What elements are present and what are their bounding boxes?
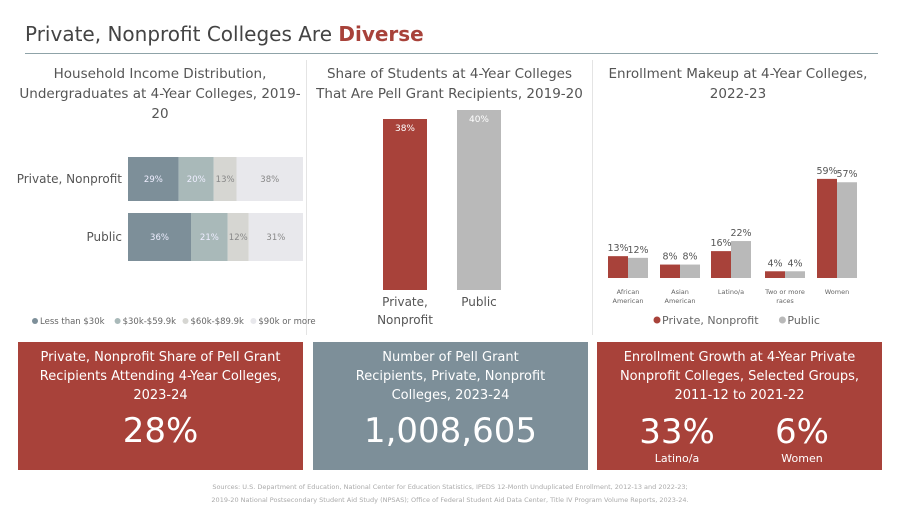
data-label: 20% <box>187 175 206 185</box>
legend-label: $30k-$59.9k <box>123 317 177 327</box>
data-label: 22% <box>730 228 751 239</box>
bar-segment <box>128 213 191 261</box>
box-heading: Number of Pell Grant Recipients, Private… <box>355 350 546 403</box>
data-label: 12% <box>627 245 648 256</box>
data-label: 38% <box>395 124 415 134</box>
pell-share-box: Private, Nonprofit Share of Pell Grant R… <box>18 342 303 470</box>
stat-women: 6% Women <box>752 412 852 465</box>
enrollment-growth-box: Enrollment Growth at 4-Year Private Nonp… <box>597 342 882 470</box>
bar-segment <box>191 213 228 261</box>
stat-label: Women <box>781 452 823 465</box>
box-heading: Enrollment Growth at 4-Year Private Nonp… <box>619 350 860 403</box>
data-label: 40% <box>469 115 489 125</box>
chart2-title: Share of Students at 4-Year Colleges Tha… <box>316 66 583 102</box>
title-rule <box>25 53 878 54</box>
chart3-title: Enrollment Makeup at 4-Year Colleges, 20… <box>608 66 868 102</box>
bar <box>628 257 648 278</box>
data-label: 21% <box>200 233 219 243</box>
category-label: Private, <box>382 295 428 309</box>
legend-marker <box>32 318 38 324</box>
category-label: Public <box>461 295 497 309</box>
box-value: 1,008,605 <box>363 411 538 451</box>
bar-segment <box>248 213 303 261</box>
bar-segment <box>213 157 237 201</box>
pell-count-box: Number of Pell Grant Recipients, Private… <box>313 342 588 470</box>
bar-segment <box>236 157 303 201</box>
legend-label: $90k or more <box>258 317 315 327</box>
income-chart: Private, Nonprofit 29% 20% 13% 38% Public 36% 2… <box>17 110 858 327</box>
bar <box>837 182 857 278</box>
data-label: 59% <box>816 166 837 177</box>
data-label: 36% <box>150 233 169 243</box>
data-label: 57% <box>836 169 857 180</box>
data-label: 13% <box>607 243 628 254</box>
category-label: American <box>613 297 644 305</box>
stat-value: 6% <box>775 412 829 452</box>
bar <box>383 119 427 290</box>
legend-label: Public <box>787 314 820 327</box>
category-label: Two or more <box>764 288 805 296</box>
page-title: Private, Nonprofit Colleges Are Diverse <box>25 22 424 46</box>
bar <box>765 271 785 278</box>
box-heading: Private, Nonprofit Share of Pell Grant R… <box>39 350 282 403</box>
legend-label: Private, Nonprofit <box>662 314 759 327</box>
data-label: 38% <box>260 175 279 185</box>
category-label: American <box>665 297 696 305</box>
sources: Sources: U.S. Department of Education, N… <box>150 481 750 507</box>
category-label: Public <box>86 230 122 244</box>
title-highlight: Diverse <box>338 22 424 46</box>
category-label: Women <box>825 288 849 296</box>
category-label: Latino/a <box>718 288 744 296</box>
source-line: Sources: U.S. Department of Education, N… <box>212 483 688 491</box>
bar-segment <box>227 213 249 261</box>
box-value: 28% <box>122 411 199 451</box>
legend-marker <box>250 318 257 324</box>
data-label: 4% <box>767 258 782 269</box>
data-label: 4% <box>787 258 802 269</box>
legend-marker <box>114 318 121 324</box>
divider <box>592 60 593 335</box>
bar-segment <box>178 157 214 201</box>
bar <box>660 264 680 278</box>
stat-value: 33% <box>639 412 715 452</box>
data-label: 29% <box>144 175 163 185</box>
stat-label: Latino/a <box>654 452 700 465</box>
data-label: 8% <box>682 252 697 263</box>
legend-marker <box>653 316 661 324</box>
data-label: 16% <box>710 238 731 249</box>
category-label: Private, Nonprofit <box>17 172 123 186</box>
data-label: 8% <box>662 252 677 263</box>
bar <box>680 264 700 278</box>
category-label: Asian <box>671 288 689 296</box>
source-line: 2019-20 National Postsecondary Student A… <box>211 496 689 504</box>
data-label: 31% <box>266 233 285 243</box>
legend-label: Less than $30k <box>40 317 105 327</box>
bar <box>711 251 731 278</box>
bar <box>785 271 805 278</box>
divider <box>306 60 307 335</box>
category-label: races <box>776 297 794 305</box>
category-label: Nonprofit <box>377 313 433 327</box>
bar <box>608 256 628 278</box>
bar <box>731 241 751 278</box>
legend-marker <box>778 316 786 324</box>
bar <box>817 178 837 278</box>
bar-segment <box>128 157 179 201</box>
legend-label: $60k-$89.9k <box>191 317 245 327</box>
stat-latino: 33% Latino/a <box>627 412 727 465</box>
chart1-title: Household Income Distribution, Undergrad… <box>19 66 301 122</box>
title-text: Private, Nonprofit Colleges Are <box>25 22 332 46</box>
data-label: 12% <box>229 233 248 243</box>
legend-marker <box>182 318 189 324</box>
category-label: African <box>617 288 640 296</box>
bar <box>457 110 501 290</box>
data-label: 13% <box>216 175 235 185</box>
